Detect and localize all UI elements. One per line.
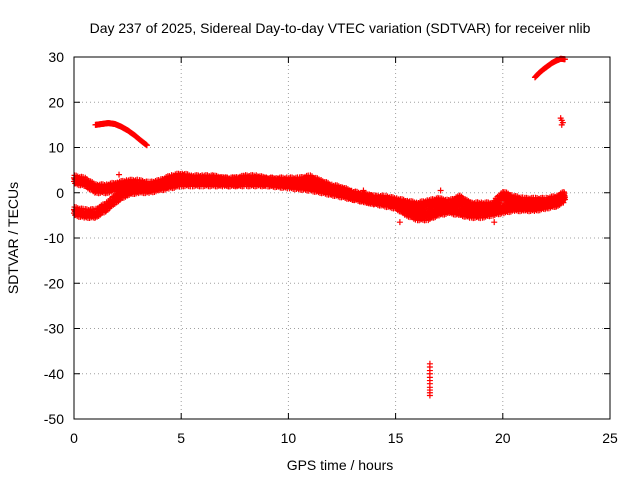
- y-tick-label: -40: [44, 366, 64, 382]
- y-axis-label: SDTVAR / TECUs: [5, 182, 21, 294]
- x-tick-label: 10: [281, 430, 297, 446]
- y-tick-label: 0: [56, 185, 64, 201]
- data-point: [116, 171, 123, 178]
- series-outlier-column: [426, 360, 433, 399]
- grid-layer: [74, 57, 610, 419]
- series-early-arc: [92, 120, 150, 149]
- y-tick-label: 20: [48, 94, 64, 110]
- data-point: [210, 173, 217, 180]
- data-point: [426, 392, 433, 399]
- data-point: [491, 219, 498, 226]
- y-tick-label: 10: [48, 140, 64, 156]
- data-point: [437, 187, 444, 194]
- data-point: [143, 142, 150, 149]
- data-point: [501, 192, 508, 199]
- data-point: [561, 196, 568, 203]
- y-tick-label: -20: [44, 275, 64, 291]
- y-tick-label: -50: [44, 411, 64, 427]
- tick-labels: 0 5 10 15 20 25 -50 -40 -30 -20 -10 0 10 20 30: [44, 49, 618, 446]
- x-axis-label: GPS time / hours: [287, 457, 394, 473]
- x-tick-label: 5: [177, 430, 185, 446]
- x-tick-label: 20: [495, 430, 511, 446]
- y-tick-label: -10: [44, 230, 64, 246]
- plot-frame: [73, 56, 611, 420]
- y-tick-label: -30: [44, 321, 64, 337]
- x-tick-label: 25: [602, 430, 618, 446]
- data-point: [558, 121, 565, 128]
- data-point: [396, 219, 403, 226]
- series-track-lower: [71, 174, 568, 224]
- x-tick-label: 0: [70, 430, 78, 446]
- series-late-cluster: [557, 115, 566, 128]
- data-point: [266, 176, 273, 183]
- data-marks: [71, 55, 568, 399]
- chart-title: Day 237 of 2025, Sidereal Day-to-day VTE…: [90, 20, 591, 36]
- series-scatter-extras: [116, 171, 508, 226]
- y-tick-label: 30: [48, 49, 64, 65]
- data-point: [360, 187, 367, 194]
- x-tick-label: 15: [388, 430, 404, 446]
